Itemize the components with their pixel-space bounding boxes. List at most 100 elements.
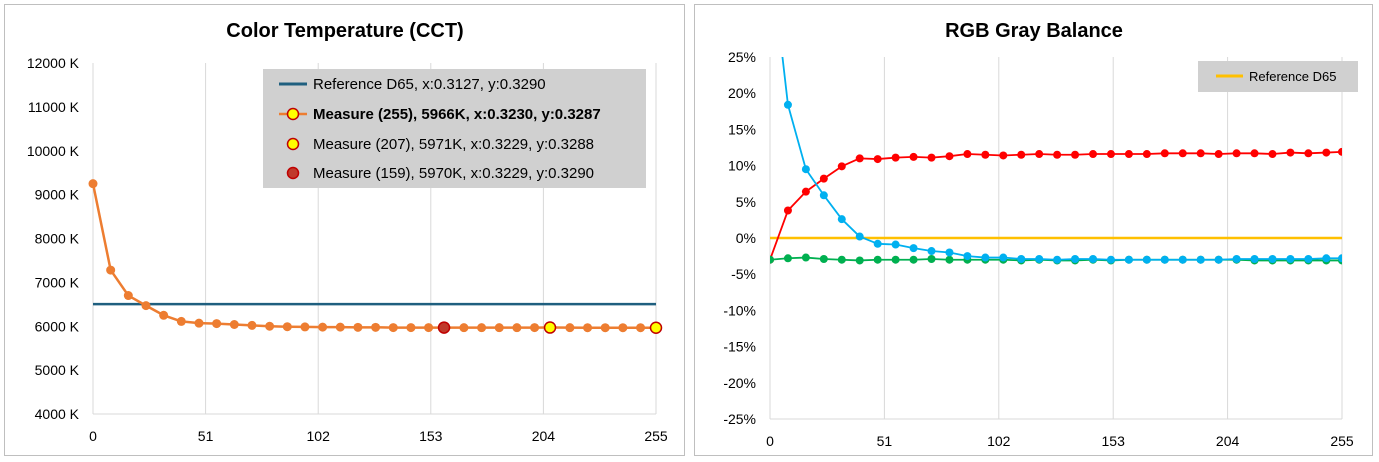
cct-highlight-marker-207 xyxy=(543,321,557,334)
gray-balance-point-red-23 xyxy=(1178,149,1187,158)
gray-balance-point-blue-9 xyxy=(927,247,936,256)
gray-balance-point-red-19 xyxy=(1106,150,1115,159)
cct-measure-point-29 xyxy=(600,323,610,333)
cct-ytick-label-6: 10000 K xyxy=(27,143,80,159)
gray-balance-point-red-27 xyxy=(1250,149,1259,158)
cct-xtick-label-5: 255 xyxy=(644,428,668,444)
gray-balance-point-green-9 xyxy=(927,254,936,263)
legend-label-measure-159: Measure (159), 5970K, x:0.3229, y:0.3290 xyxy=(313,165,594,182)
legend-label-measure-207: Measure (207), 5971K, x:0.3229, y:0.3288 xyxy=(313,136,594,153)
rgb-ytick-label-8: 15% xyxy=(728,121,756,137)
cct-measure-point-19 xyxy=(424,323,434,333)
gray-balance-point-blue-6 xyxy=(873,239,882,248)
gray-balance-line-red xyxy=(770,150,1342,261)
gray-balance-point-blue-28 xyxy=(1268,254,1277,263)
gray-balance-point-green-4 xyxy=(837,255,846,264)
gray-balance-point-blue-30 xyxy=(1304,254,1313,263)
gray-balance-point-red-20 xyxy=(1124,150,1133,159)
rgb-ytick-label-2: -15% xyxy=(723,339,756,355)
rgb-ytick-label-6: 5% xyxy=(736,194,756,210)
cct-ytick-label-8: 12000 K xyxy=(27,55,80,71)
gray-balance-point-blue-7 xyxy=(891,240,900,249)
gray-balance-point-red-14 xyxy=(1017,150,1026,159)
gray-balance-point-red-5 xyxy=(855,154,864,163)
cct-measure-line xyxy=(91,183,656,329)
cct-measure-point-14 xyxy=(335,322,345,332)
gray-balance-point-blue-4 xyxy=(837,215,846,224)
gray-balance-point-blue-13 xyxy=(999,253,1008,262)
gray-balance-point-red-21 xyxy=(1142,150,1151,159)
cct-measure-point-30 xyxy=(618,323,628,333)
gray-balance-point-blue-15 xyxy=(1035,254,1044,263)
cct-measure-point-11 xyxy=(282,322,292,332)
cct-measure-point-27 xyxy=(565,323,575,333)
cct-measure-point-12 xyxy=(300,322,310,332)
gray-balance-legend: Reference D65 xyxy=(1198,61,1358,92)
cct-measure-point-18 xyxy=(406,323,416,333)
rgb-xtick-label-2: 102 xyxy=(987,433,1011,449)
rgb-xtick-label-1: 51 xyxy=(877,433,893,449)
rgb-xtick-label-4: 204 xyxy=(1216,433,1240,449)
gray-balance-point-blue-26 xyxy=(1232,254,1241,263)
cct-ytick-label-7: 11000 K xyxy=(28,99,80,115)
gray-balance-point-green-6 xyxy=(873,255,882,264)
gray-balance-point-blue-18 xyxy=(1089,254,1098,263)
gray-balance-point-green-7 xyxy=(891,255,900,264)
gray-balance-chart-title: RGB Gray Balance xyxy=(945,20,1123,42)
gray-balance-point-red-16 xyxy=(1053,150,1062,159)
gray-balance-point-green-10 xyxy=(945,255,954,264)
cct-measure-point-24 xyxy=(512,323,522,333)
cct-measure-point-22 xyxy=(477,323,487,333)
gray-balance-point-blue-10 xyxy=(945,248,954,257)
gray-balance-point-blue-21 xyxy=(1142,255,1151,264)
rgb-ytick-label-7: 10% xyxy=(728,158,756,174)
cct-xtick-label-0: 0 xyxy=(89,428,97,444)
gray-balance-point-red-13 xyxy=(999,151,1008,160)
gray-balance-point-red-6 xyxy=(873,155,882,164)
gray-balance-point-blue-27 xyxy=(1250,254,1259,263)
gray-balance-point-red-30 xyxy=(1304,149,1313,158)
gray-balance-point-blue-31 xyxy=(1322,254,1331,263)
legend-label-reference: Reference D65, x:0.3127, y:0.3290 xyxy=(313,76,546,93)
cct-highlight-marker-159 xyxy=(437,321,451,334)
rgb-xtick-label-3: 153 xyxy=(1102,433,1126,449)
gray-balance-point-red-18 xyxy=(1089,150,1098,159)
gray-balance-point-blue-2 xyxy=(801,165,810,174)
cct-ytick-label-5: 9000 K xyxy=(35,187,80,203)
gray-balance-point-blue-25 xyxy=(1214,255,1223,264)
cct-xtick-label-1: 51 xyxy=(198,428,214,444)
gray-balance-point-red-22 xyxy=(1160,149,1169,158)
gray-balance-point-red-10 xyxy=(945,152,954,161)
gray-balance-series-red xyxy=(770,147,1342,264)
cct-measure-point-9 xyxy=(247,320,257,330)
rgb-ytick-label-1: -20% xyxy=(723,375,756,391)
cct-measure-point-15 xyxy=(353,322,363,332)
gray-balance-point-red-3 xyxy=(819,174,828,183)
cct-chart-panel: Color Temperature (CCT) 4000 K 5000 K 6000… xyxy=(4,4,685,456)
cct-xtick-label-4: 204 xyxy=(532,428,556,444)
cct-ytick-label-2: 6000 K xyxy=(35,318,80,334)
rgb-ytick-label-10: 25% xyxy=(728,49,756,65)
gray-balance-point-blue-11 xyxy=(963,252,972,261)
gray-balance-point-green-1 xyxy=(783,254,792,263)
cct-ytick-label-1: 5000 K xyxy=(35,362,80,378)
gray-balance-point-blue-22 xyxy=(1160,255,1169,264)
gray-balance-point-red-4 xyxy=(837,162,846,171)
legend-swatch-measure-207 xyxy=(286,137,300,151)
gray-balance-line-blue xyxy=(781,57,1342,261)
gray-balance-point-red-29 xyxy=(1286,148,1295,157)
cct-xtick-label-3: 153 xyxy=(419,428,443,444)
gray-balance-point-red-7 xyxy=(891,153,900,162)
cct-highlight-marker-255 xyxy=(649,321,663,334)
gray-balance-series-blue xyxy=(781,57,1342,264)
gray-balance-point-green-5 xyxy=(855,256,864,265)
gray-balance-point-blue-12 xyxy=(981,253,990,262)
gray-balance-point-blue-32 xyxy=(1338,254,1342,263)
gray-balance-point-blue-19 xyxy=(1106,255,1115,264)
gray-balance-point-red-1 xyxy=(783,206,792,215)
gray-balance-point-red-25 xyxy=(1214,150,1223,159)
cct-measure-point-1 xyxy=(106,265,116,275)
cct-ytick-label-3: 7000 K xyxy=(35,274,80,290)
gray-balance-point-red-28 xyxy=(1268,150,1277,159)
cct-measure-point-2 xyxy=(123,291,133,301)
